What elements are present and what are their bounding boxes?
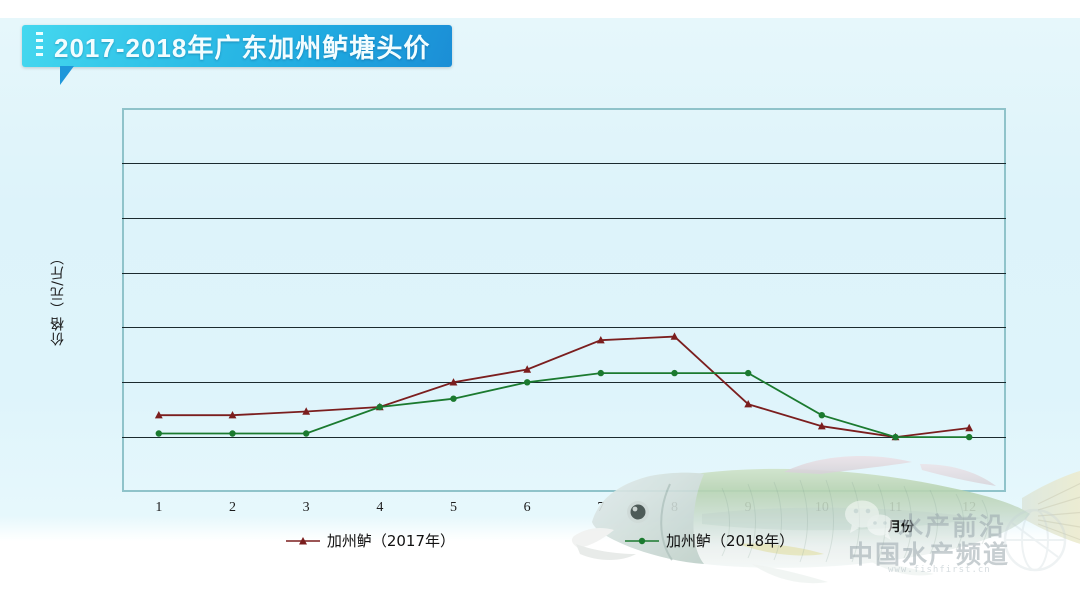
data-point: [524, 379, 531, 386]
dotted-decoration-icon: [36, 32, 43, 60]
page-title: 2017-2018年广东加州鲈塘头价: [54, 32, 431, 63]
data-point: [671, 369, 678, 377]
plot-area-border: [122, 108, 1006, 492]
series-lines: [154, 332, 974, 441]
gridline-10: [122, 437, 1006, 439]
x-tick-10: 10: [814, 500, 829, 515]
x-tick-6: 6: [523, 500, 531, 515]
legend-swatch-2018: [625, 537, 659, 544]
data-point: [670, 332, 679, 340]
title-banner: 2017-2018年广东加州鲈塘头价: [22, 25, 453, 85]
x-tick-12: 12: [962, 500, 977, 515]
legend-label-2018: 加州鲈（2018年）: [666, 532, 795, 550]
data-point: [229, 430, 236, 437]
legend-item-2018[interactable]: 加州鲈（2018年）: [625, 530, 794, 551]
data-point: [892, 433, 899, 441]
data-point: [449, 378, 458, 386]
data-point: [450, 395, 457, 402]
data-point: [302, 407, 311, 415]
title-banner-body: 2017-2018年广东加州鲈塘头价: [22, 25, 453, 67]
chart-legend: 加州鲈（2017年） 加州鲈（2018年）: [0, 530, 1080, 551]
data-point: [597, 369, 604, 377]
data-point: [817, 422, 826, 430]
data-point: [523, 365, 532, 373]
series-line-加州鲈（2018年）: [158, 372, 970, 439]
data-point: [965, 423, 974, 432]
x-tick-3: 3: [302, 500, 310, 515]
data-point: [303, 430, 310, 437]
x-tick-9: 9: [744, 500, 752, 515]
legend-item-2017[interactable]: 加州鲈（2017年）: [285, 530, 455, 551]
data-point: [376, 403, 383, 411]
legend-label-2017: 加州鲈（2017年）: [326, 532, 455, 550]
series-line-加州鲈（2017年）: [158, 335, 970, 439]
y-axis-title: 价格（元/斤）: [50, 250, 66, 346]
x-tick-8: 8: [671, 500, 678, 515]
x-tick-5: 5: [450, 500, 457, 515]
data-point: [744, 400, 753, 408]
data-point: [155, 430, 162, 437]
x-tick-4: 4: [376, 500, 384, 515]
gridline-28: [122, 272, 1006, 274]
legend-swatch-2017: [285, 536, 320, 544]
gridline-40: [122, 162, 1006, 164]
data-point: [154, 411, 163, 419]
gridline-22: [122, 327, 1006, 329]
banner-pointer-tail-icon: [60, 66, 74, 85]
x-tick-2: 2: [229, 500, 236, 515]
gridline-34: [122, 217, 1006, 219]
data-point: [818, 412, 825, 419]
gridline-16: [122, 382, 1006, 384]
data-point: [228, 411, 237, 419]
x-tick-11: 11: [888, 500, 903, 515]
data-point: [966, 433, 973, 441]
x-tick-7: 7: [597, 500, 605, 515]
data-point: [596, 336, 605, 344]
data-point: [745, 369, 752, 377]
watermark-url: www.fishfirst.cn: [888, 565, 991, 575]
x-tick-1: 1: [155, 500, 163, 515]
